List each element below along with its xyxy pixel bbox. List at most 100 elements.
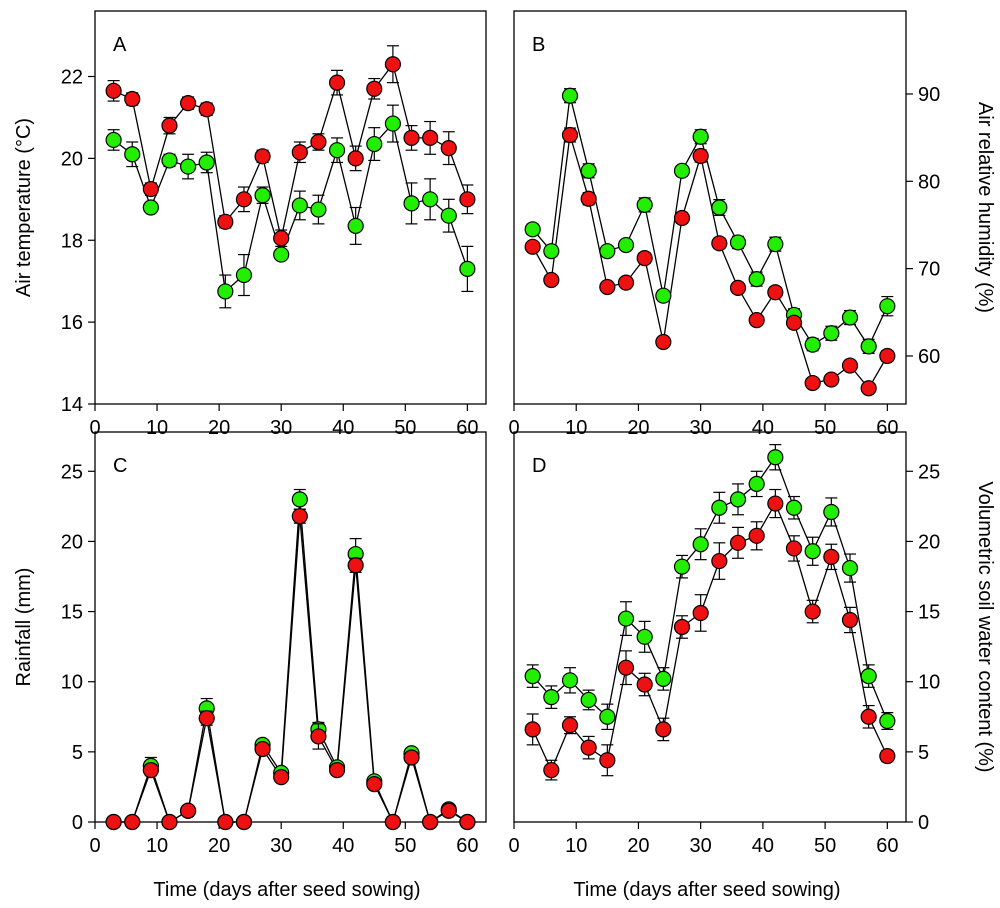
y-tick-label-a-22: 22 [61,67,83,89]
data-point-d-green-15 [804,543,821,560]
data-point-c-red-4 [179,802,197,819]
data-point-b-red-14 [785,314,803,331]
data-point-a-green-14 [366,135,383,153]
data-point-b-red-4 [599,278,616,296]
data-point-d-red-0 [524,721,541,738]
y-axis-label-a: Air temperature (°C) [13,118,35,297]
plot-frame-d [513,431,907,823]
data-point-d-green-8 [673,558,691,575]
y-tick-label-c-10: 10 [61,672,83,694]
data-point-d-red-11 [729,534,747,551]
series-line-b-green [532,95,888,348]
data-point-c-red-5 [198,710,215,727]
x-tick-label-c-50: 50 [394,835,416,857]
y-axis-label-d: Volumetric soil water content (%) [974,481,996,772]
data-point-b-green-12 [748,271,765,288]
data-point-a-red-10 [291,144,308,161]
data-point-a-red-7 [235,191,253,208]
data-point-b-red-7 [655,333,672,351]
x-tick-label-c-0: 0 [89,835,100,857]
data-point-a-green-8 [254,187,271,204]
data-point-a-red-9 [273,230,290,247]
y-tick-label-b-80: 80 [918,171,940,193]
data-point-c-red-16 [403,749,420,766]
data-point-a-red-18 [440,140,457,157]
y-tick-label-a-16: 16 [61,312,83,334]
data-point-d-red-8 [673,618,691,636]
x-tick-label-d-30: 30 [690,835,712,857]
data-point-d-red-12 [748,527,765,544]
data-point-d-red-5 [617,659,635,676]
data-point-d-green-17 [841,559,859,577]
data-point-a-green-10 [291,197,308,214]
data-point-d-green-16 [823,503,840,521]
x-tick-label-a-60: 60 [456,417,478,439]
data-point-c-red-0 [105,813,122,831]
data-point-a-green-7 [235,266,253,284]
series-line-d-red [532,502,888,772]
chart-panel-a: A 0 10 20 30 40 50 60 14 16 18 20 22 Air temperature … [13,10,487,439]
data-point-b-green-8 [673,162,691,179]
data-point-a-green-15 [384,115,402,132]
data-point-d-red-1 [543,761,560,779]
y-tick-label-b-90: 90 [918,84,940,106]
x-tick-label-a-0: 0 [89,417,100,439]
x-tick-label-a-30: 30 [270,417,292,439]
x-tick-label-b-30: 30 [690,417,712,439]
x-tick-label-a-20: 20 [208,417,230,439]
y-tick-label-a-14: 14 [61,394,83,416]
data-point-b-green-2 [561,87,579,104]
data-point-d-red-4 [599,752,616,769]
data-point-d-red-2 [561,717,579,734]
data-point-b-red-3 [580,190,597,207]
data-point-d-red-19 [879,747,896,765]
data-point-a-red-17 [422,129,439,147]
y-tick-label-d-15: 15 [918,602,940,624]
data-point-b-green-9 [692,128,709,145]
data-point-a-red-13 [347,150,364,167]
chart-panel-c: C 0 10 20 30 40 50 60 0 5 10 15 20 25 Rainfall (mm) [13,431,487,857]
data-point-b-green-11 [729,234,747,251]
chart-panel-d: D 0 10 20 30 40 50 60 0 5 10 15 20 25 Volumetric soil … [508,431,996,857]
data-point-d-green-6 [636,628,653,645]
x-tick-label-d-50: 50 [814,835,836,857]
data-point-d-green-13 [767,449,784,466]
data-point-c-red-14 [366,776,383,793]
data-point-a-green-9 [273,246,290,263]
data-point-d-green-5 [617,610,635,627]
data-point-d-green-1 [543,689,560,706]
y-tick-label-a-18: 18 [61,230,83,252]
data-point-b-red-5 [617,274,635,291]
y-tick-label-d-5: 5 [918,742,929,764]
data-point-d-green-10 [711,499,728,516]
data-point-b-green-17 [841,309,859,326]
data-point-a-green-3 [161,152,178,169]
panel-label-a: A [113,34,127,56]
plot-frame-c [94,431,487,823]
data-point-a-green-17 [422,191,439,208]
y-tick-label-c-25: 25 [61,461,83,483]
data-point-d-green-19 [879,712,896,730]
x-tick-label-a-40: 40 [332,417,354,439]
data-point-d-green-14 [785,499,803,516]
data-point-b-red-9 [692,147,709,165]
data-point-b-red-15 [804,374,821,392]
y-tick-label-c-0: 0 [72,812,83,834]
data-point-c-green-10 [291,491,308,508]
y-tick-label-c-20: 20 [61,531,83,553]
data-point-c-red-13 [347,557,364,574]
data-point-a-red-4 [179,95,197,112]
x-tick-label-d-60: 60 [876,835,898,857]
data-point-c-red-8 [254,740,271,758]
panel-label-b: B [532,34,545,56]
x-tick-label-b-20: 20 [627,417,649,439]
data-point-a-red-15 [384,56,402,73]
data-point-c-red-15 [384,813,402,831]
data-point-a-green-2 [142,199,159,216]
data-point-d-red-9 [692,604,709,622]
data-point-b-green-3 [580,162,597,179]
data-point-a-green-5 [198,154,215,171]
data-point-d-red-6 [636,676,653,693]
series-line-d-green [532,455,888,722]
